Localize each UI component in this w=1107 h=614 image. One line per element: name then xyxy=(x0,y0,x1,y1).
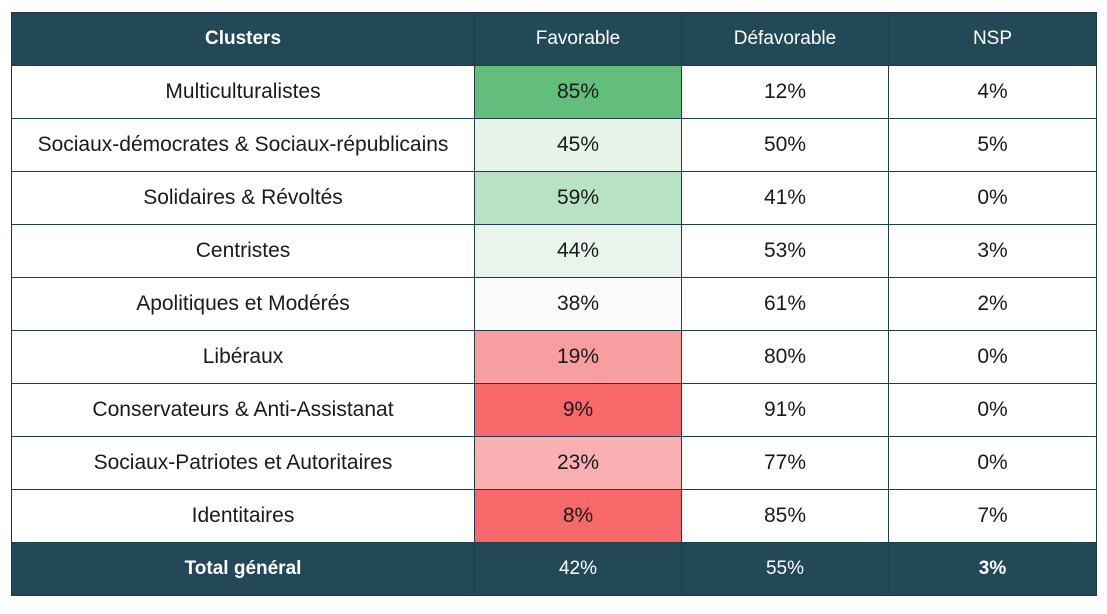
cell-favorable: 8% xyxy=(474,489,682,543)
survey-table: Clusters Favorable Défavorable NSP Multi… xyxy=(11,12,1097,596)
column-header-favorable: Favorable xyxy=(474,12,682,66)
cell-cluster: Multiculturalistes xyxy=(11,65,475,119)
table-row: Centristes 44% 53% 3% xyxy=(11,224,1097,278)
table-row: Sociaux-Patriotes et Autoritaires 23% 77% 0… xyxy=(11,436,1097,490)
cell-favorable: 19% xyxy=(474,330,682,384)
cell-cluster: Sociaux-démocrates & Sociaux-républicain… xyxy=(11,118,475,172)
total-row: Total général 42% 55% 3% xyxy=(11,542,1097,596)
cell-favorable: 45% xyxy=(474,118,682,172)
cell-cluster: Identitaires xyxy=(11,489,475,543)
cell-nsp: 2% xyxy=(888,277,1097,331)
cell-favorable: 85% xyxy=(474,65,682,119)
table-row: Apolitiques et Modérés 38% 61% 2% xyxy=(11,277,1097,331)
total-favorable: 42% xyxy=(474,542,682,596)
cell-cluster: Apolitiques et Modérés xyxy=(11,277,475,331)
cell-cluster: Conservateurs & Anti-Assistanat xyxy=(11,383,475,437)
cell-nsp: 0% xyxy=(888,171,1097,225)
cell-nsp: 4% xyxy=(888,65,1097,119)
column-header-nsp: NSP xyxy=(888,12,1097,66)
cell-defavorable: 50% xyxy=(681,118,889,172)
cell-defavorable: 53% xyxy=(681,224,889,278)
table-row: Libéraux 19% 80% 0% xyxy=(11,330,1097,384)
cell-cluster: Sociaux-Patriotes et Autoritaires xyxy=(11,436,475,490)
column-header-defavorable: Défavorable xyxy=(681,12,889,66)
cell-nsp: 5% xyxy=(888,118,1097,172)
cell-nsp: 3% xyxy=(888,224,1097,278)
cell-defavorable: 85% xyxy=(681,489,889,543)
table-body: Multiculturalistes 85% 12% 4% Sociaux-démocr… xyxy=(11,65,1097,543)
total-defavorable: 55% xyxy=(681,542,889,596)
cell-nsp: 0% xyxy=(888,383,1097,437)
cell-defavorable: 12% xyxy=(681,65,889,119)
cell-cluster: Libéraux xyxy=(11,330,475,384)
column-header-clusters: Clusters xyxy=(11,12,475,66)
cell-favorable: 9% xyxy=(474,383,682,437)
total-nsp: 3% xyxy=(888,542,1097,596)
cell-defavorable: 77% xyxy=(681,436,889,490)
cell-cluster: Centristes xyxy=(11,224,475,278)
cell-nsp: 0% xyxy=(888,330,1097,384)
cell-favorable: 59% xyxy=(474,171,682,225)
cell-favorable: 23% xyxy=(474,436,682,490)
cell-nsp: 0% xyxy=(888,436,1097,490)
cell-favorable: 44% xyxy=(474,224,682,278)
cell-defavorable: 91% xyxy=(681,383,889,437)
table-row: Multiculturalistes 85% 12% 4% xyxy=(11,65,1097,119)
cell-defavorable: 41% xyxy=(681,171,889,225)
header-row: Clusters Favorable Défavorable NSP xyxy=(11,12,1097,66)
table-row: Conservateurs & Anti-Assistanat 9% 91% 0% xyxy=(11,383,1097,437)
cell-favorable: 38% xyxy=(474,277,682,331)
total-label: Total général xyxy=(11,542,475,596)
table-footer: Total général 42% 55% 3% xyxy=(11,542,1097,596)
table-row: Sociaux-démocrates & Sociaux-républicain… xyxy=(11,118,1097,172)
cell-nsp: 7% xyxy=(888,489,1097,543)
table-row: Identitaires 8% 85% 7% xyxy=(11,489,1097,543)
cell-cluster: Solidaires & Révoltés xyxy=(11,171,475,225)
cell-defavorable: 61% xyxy=(681,277,889,331)
table-row: Solidaires & Révoltés 59% 41% 0% xyxy=(11,171,1097,225)
cell-defavorable: 80% xyxy=(681,330,889,384)
table-header: Clusters Favorable Défavorable NSP xyxy=(11,12,1097,66)
